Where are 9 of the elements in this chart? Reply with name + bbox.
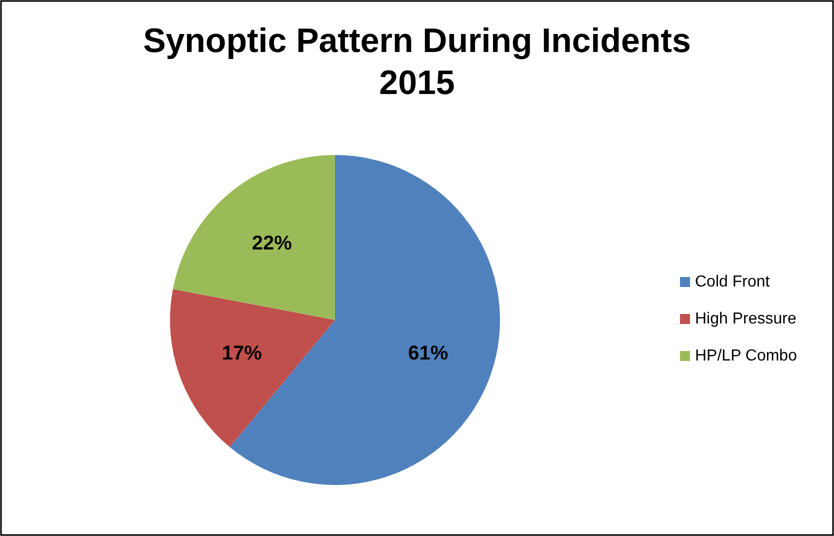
pie-slice (172, 155, 335, 320)
pie-slice (170, 289, 335, 448)
chart-title: Synoptic Pattern During Incidents 2015 (143, 22, 691, 102)
data-label: 17% (222, 342, 262, 365)
legend-label: High Pressure (695, 310, 796, 328)
legend-label: HP/LP Combo (695, 348, 798, 364)
legend-label: Cold Front (695, 274, 770, 290)
data-label: 22% (252, 232, 292, 255)
data-label: 61% (408, 342, 448, 365)
